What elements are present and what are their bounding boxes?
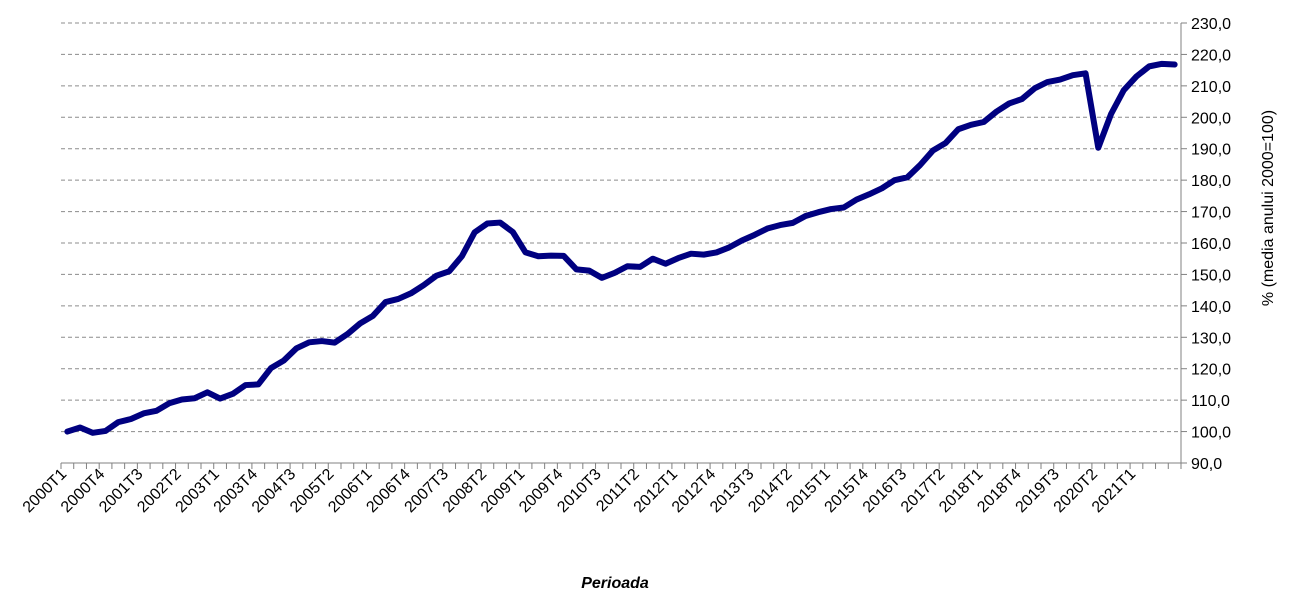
y-tick-label: 100,0 [1191, 425, 1231, 442]
y-tick-label: 220,0 [1191, 47, 1231, 64]
y-tick-label: 200,0 [1191, 110, 1231, 127]
y-tick-label: 90,0 [1191, 456, 1222, 473]
y-tick-label: 110,0 [1191, 393, 1230, 410]
gridlines [61, 22, 1181, 433]
y-tick-label: 140,0 [1191, 299, 1231, 316]
y-tick-label: 150,0 [1191, 267, 1231, 284]
y-tick-label: 160,0 [1191, 236, 1231, 253]
y-axis-tick-labels: 90,0 100,0 110,0 120,0 130,0 140,0 150,0 160,0 1… [1191, 16, 1231, 473]
y-tick-label: 130,0 [1191, 330, 1231, 347]
series-line [64, 60, 1178, 436]
series-layer [64, 60, 1178, 436]
y-tick-label: 120,0 [1191, 362, 1231, 379]
y-tick-label: 190,0 [1191, 142, 1231, 159]
y-tick-label: 210,0 [1191, 79, 1231, 96]
x-axis-tick-labels: 2000T12000T42001T32002T22003T12003T42004… [20, 466, 1140, 516]
y-tick-label: 170,0 [1191, 205, 1231, 222]
x-axis-title: Perioada [581, 575, 649, 592]
y-tick-label: 230,0 [1191, 16, 1231, 33]
y-tick-label: 180,0 [1191, 173, 1231, 190]
axes [60, 22, 1187, 469]
y-axis-title: % (media anului 2000=100) [1260, 110, 1277, 306]
